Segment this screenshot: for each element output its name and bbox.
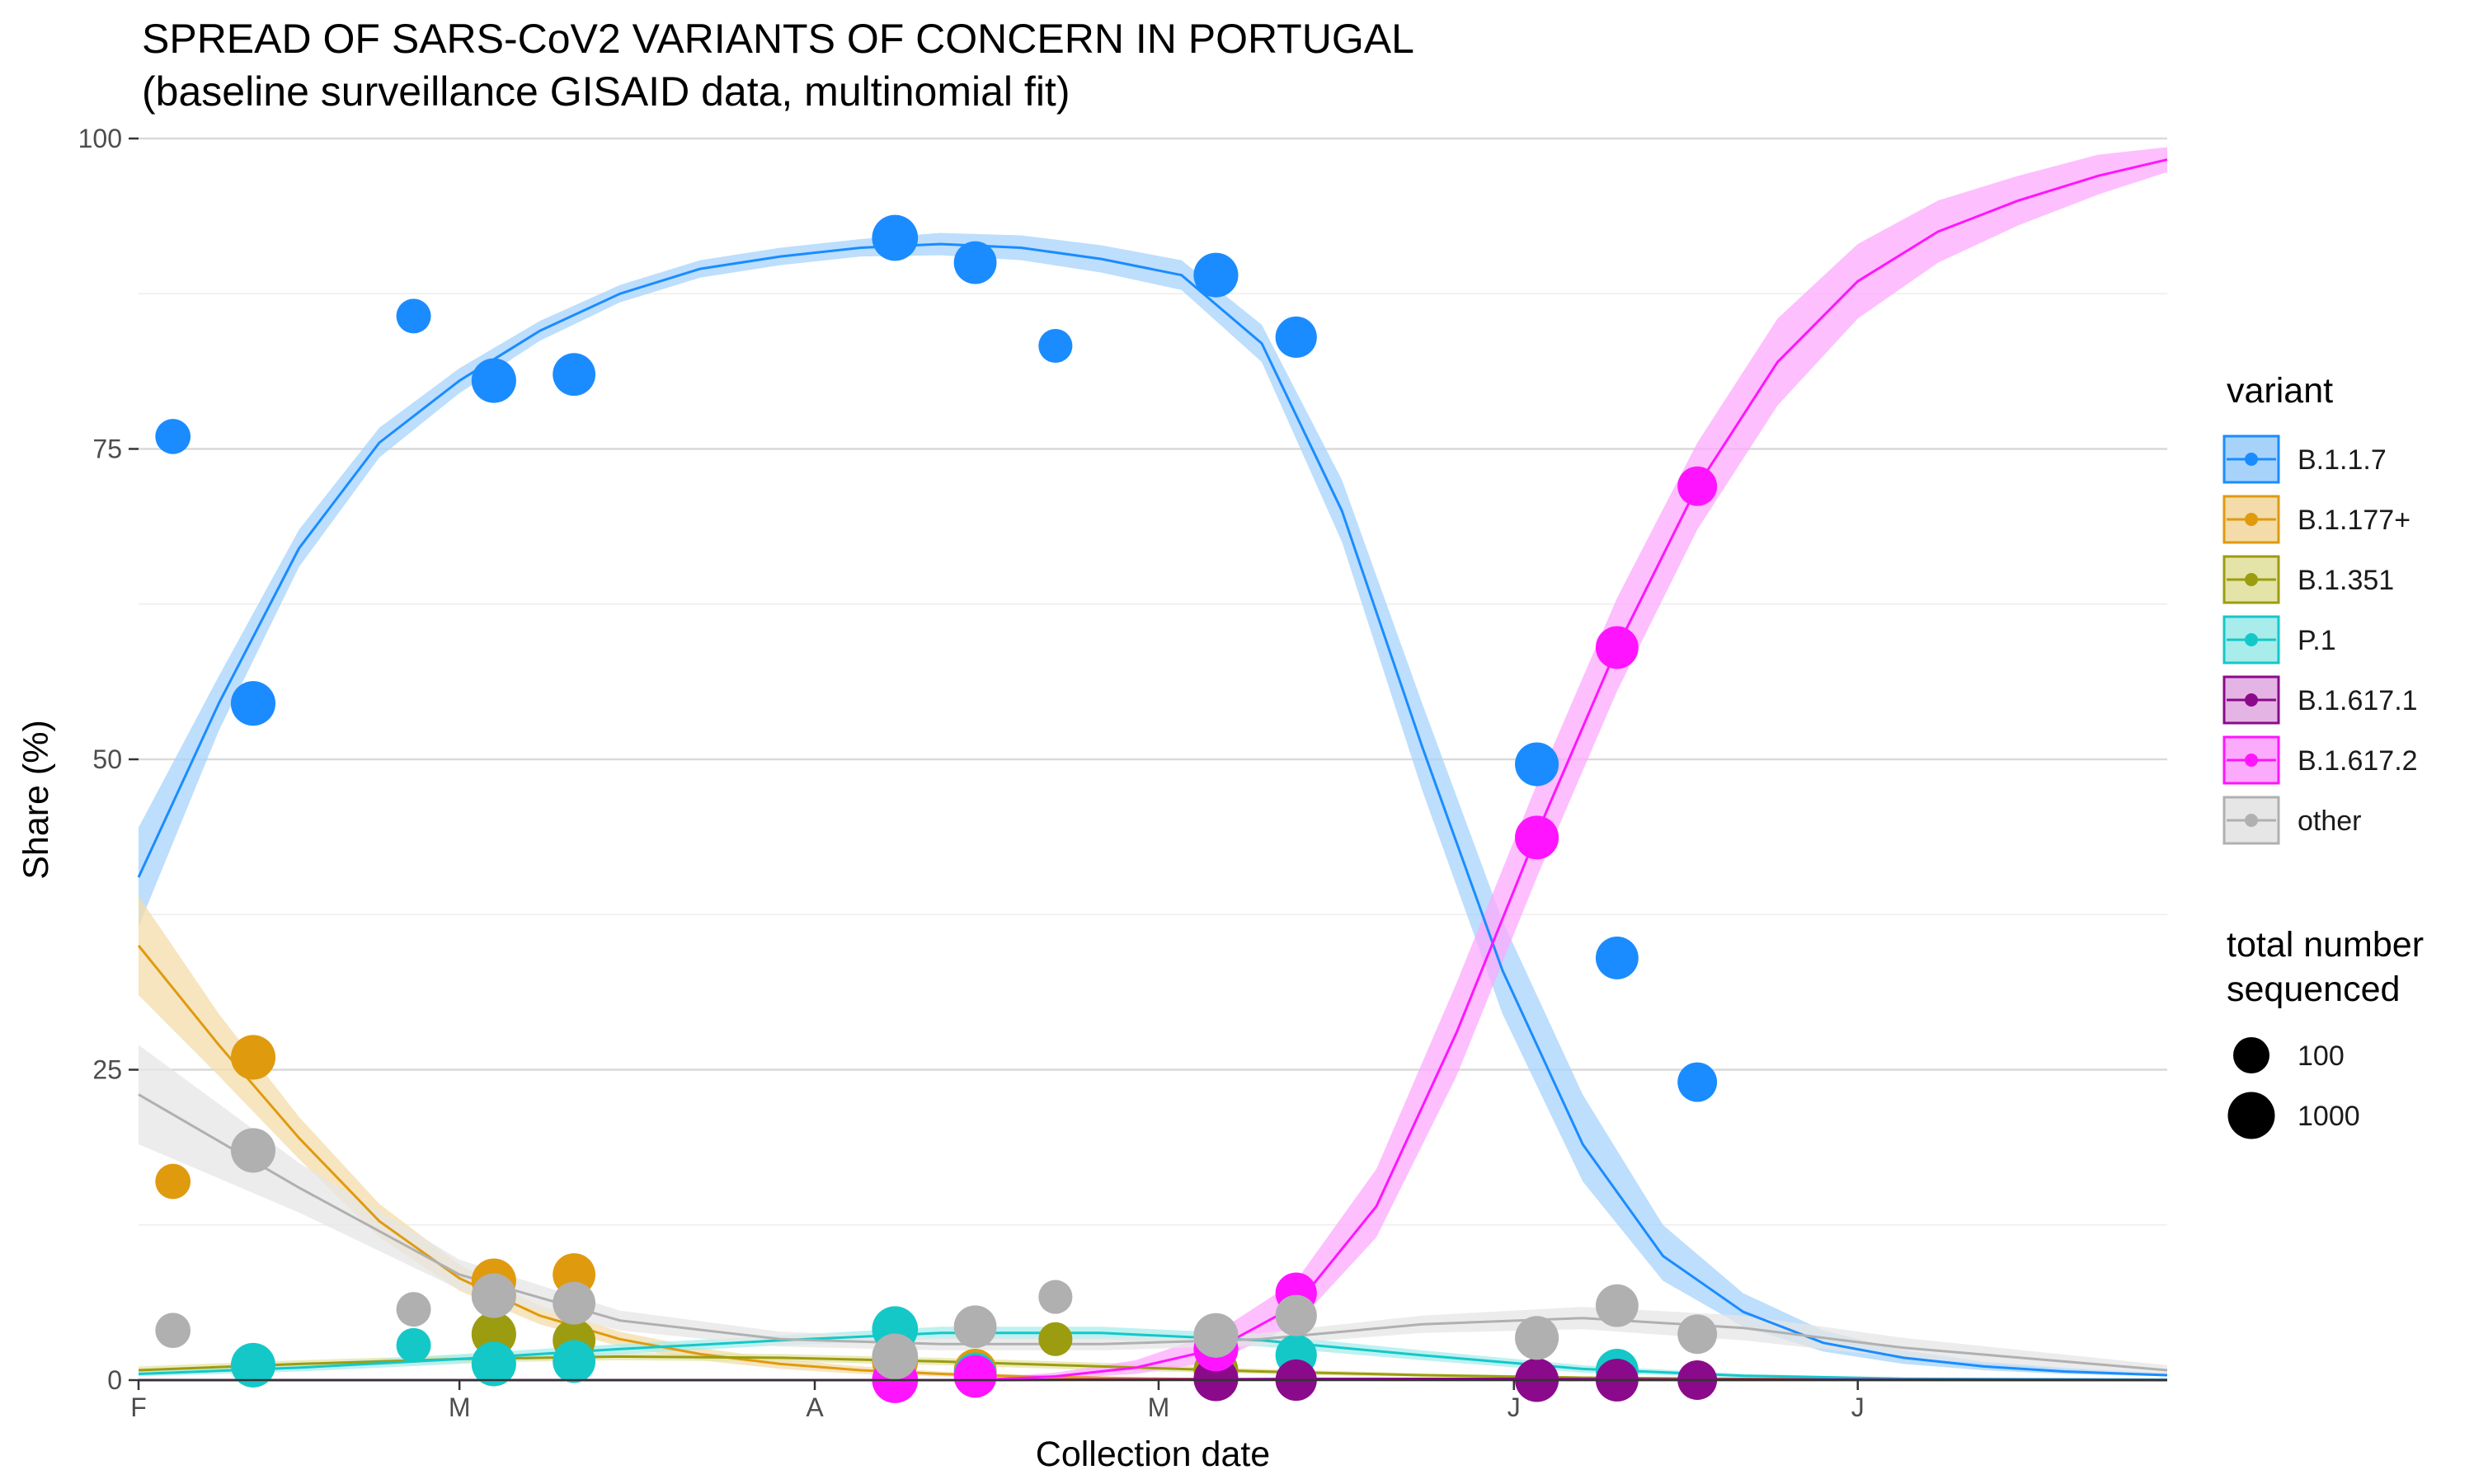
y-axis-title: Share (%) (16, 720, 56, 880)
y-tick-label-25: 25 (92, 1055, 122, 1085)
fit-line-other (138, 1093, 2168, 1372)
legend-label-b-1-177: B.1.177+ (2298, 505, 2411, 536)
point-other (1677, 1314, 1718, 1355)
x-tick-label-4: J (1507, 1392, 1521, 1422)
variant-legend: variant B.1.1.7 B.1.177+ B.1.351 P.1 B.1.617… (2222, 371, 2418, 845)
legend-key-dot-other (2245, 814, 2258, 827)
legend-key-dot-b-1-617-1 (2245, 693, 2258, 707)
legend-label-b-1-617-1: B.1.617.1 (2298, 685, 2418, 716)
point-other (1595, 1284, 1639, 1327)
data-points (155, 214, 1718, 1403)
point-b-1-1-7 (1677, 1062, 1718, 1102)
point-b-1-1-7 (953, 241, 997, 284)
x-tick-label-0: F (130, 1392, 147, 1422)
point-b-1-1-7 (872, 214, 919, 261)
legend-label-b-1-1-7: B.1.1.7 (2298, 444, 2387, 476)
point-b-1-177 (155, 1163, 191, 1200)
size-legend-label-1000: 1000 (2298, 1101, 2360, 1132)
point-other (1275, 1294, 1317, 1336)
fit-line-b-1-177 (137, 944, 2167, 1382)
legend-key-dot-b-1-617-2 (2245, 754, 2258, 767)
point-b-1-1-7 (396, 298, 431, 334)
legend-label-p-1: P.1 (2298, 625, 2336, 656)
band-b-1-177 (139, 895, 2167, 1380)
legend-key-dot-p-1 (2245, 633, 2258, 646)
point-b-1-1-7 (553, 353, 596, 397)
point-other (471, 1273, 516, 1318)
point-b-1-617-2 (1515, 815, 1559, 860)
x-tick-label-2: A (806, 1392, 824, 1422)
point-other (553, 1281, 596, 1325)
point-b-1-617-2 (953, 1355, 997, 1398)
point-b-1-1-7 (471, 358, 516, 403)
y-tick-label-0: 0 (107, 1365, 122, 1395)
x-tick-label-5: J (1851, 1392, 1865, 1422)
size-legend-dot-100 (2233, 1037, 2269, 1073)
legend-key-dot-b-1-177 (2245, 513, 2258, 526)
fit-line-b-1-617-2 (975, 158, 2168, 1382)
point-p-1 (553, 1340, 596, 1383)
fit-lines (137, 158, 2168, 1382)
point-b-1-1-7 (1038, 328, 1073, 364)
legend-label-b-1-351: B.1.351 (2298, 565, 2394, 596)
legend-key-dot-b-1-1-7 (2245, 453, 2258, 466)
fit-line-p-1 (138, 1331, 2168, 1381)
y-tick-label-50: 50 (92, 744, 122, 774)
point-other (155, 1313, 191, 1349)
y-tick-label-75: 75 (92, 434, 122, 464)
axes: 0 25 50 75 100 F M A M J J (78, 124, 2167, 1422)
size-legend-title-line2: sequenced (2227, 970, 2400, 1009)
fit-line-b-1-1-7 (137, 242, 2168, 1377)
point-p-1 (471, 1341, 516, 1387)
point-b-1-617-2 (1677, 466, 1718, 506)
point-b-1-1-7 (1275, 316, 1317, 359)
chart-subtitle: (baseline surveillance GISAID data, mult… (142, 68, 1070, 115)
point-p-1 (396, 1327, 431, 1363)
point-b-1-617-2 (1595, 626, 1639, 669)
chart-title: SPREAD OF SARS-CoV2 VARIANTS OF CONCERN … (142, 16, 1414, 62)
point-other (1193, 1313, 1239, 1358)
point-b-1-1-7 (1193, 252, 1239, 298)
point-b-1-351 (1038, 1322, 1073, 1356)
size-legend-title-line1: total number (2227, 925, 2424, 965)
point-p-1 (230, 1342, 276, 1388)
band-b-1-617-2 (975, 147, 2167, 1380)
legend-label-other: other (2298, 805, 2362, 837)
point-other (872, 1333, 919, 1380)
confidence-bands (139, 147, 2167, 1380)
y-tick-label-100: 100 (78, 124, 122, 153)
point-b-1-1-7 (1595, 937, 1639, 979)
band-b-1-1-7 (139, 232, 2167, 1377)
size-legend-label-100: 100 (2298, 1040, 2345, 1072)
point-b-1-1-7 (230, 681, 276, 726)
plot-area: 0 25 50 75 100 F M A M J J (78, 124, 2168, 1422)
point-b-1-1-7 (1515, 742, 1559, 787)
x-tick-label-3: M (1148, 1392, 1170, 1422)
legend-label-b-1-617-2: B.1.617.2 (2298, 745, 2418, 777)
x-tick-label-1: M (449, 1392, 471, 1422)
legend-key-dot-b-1-351 (2245, 573, 2258, 586)
point-other (953, 1305, 997, 1349)
size-legend: total number sequenced 100 1000 (2227, 925, 2424, 1139)
point-other (230, 1128, 276, 1173)
point-other (1515, 1316, 1559, 1360)
point-other (396, 1292, 431, 1327)
point-b-1-177 (230, 1035, 276, 1080)
point-b-1-1-7 (155, 419, 191, 454)
gridlines (139, 137, 2167, 1382)
x-axis-title: Collection date (1036, 1435, 1270, 1474)
legend-title: variant (2227, 371, 2333, 411)
size-legend-dot-1000 (2227, 1092, 2275, 1139)
band-other (139, 1045, 2167, 1375)
point-other (1038, 1280, 1073, 1314)
